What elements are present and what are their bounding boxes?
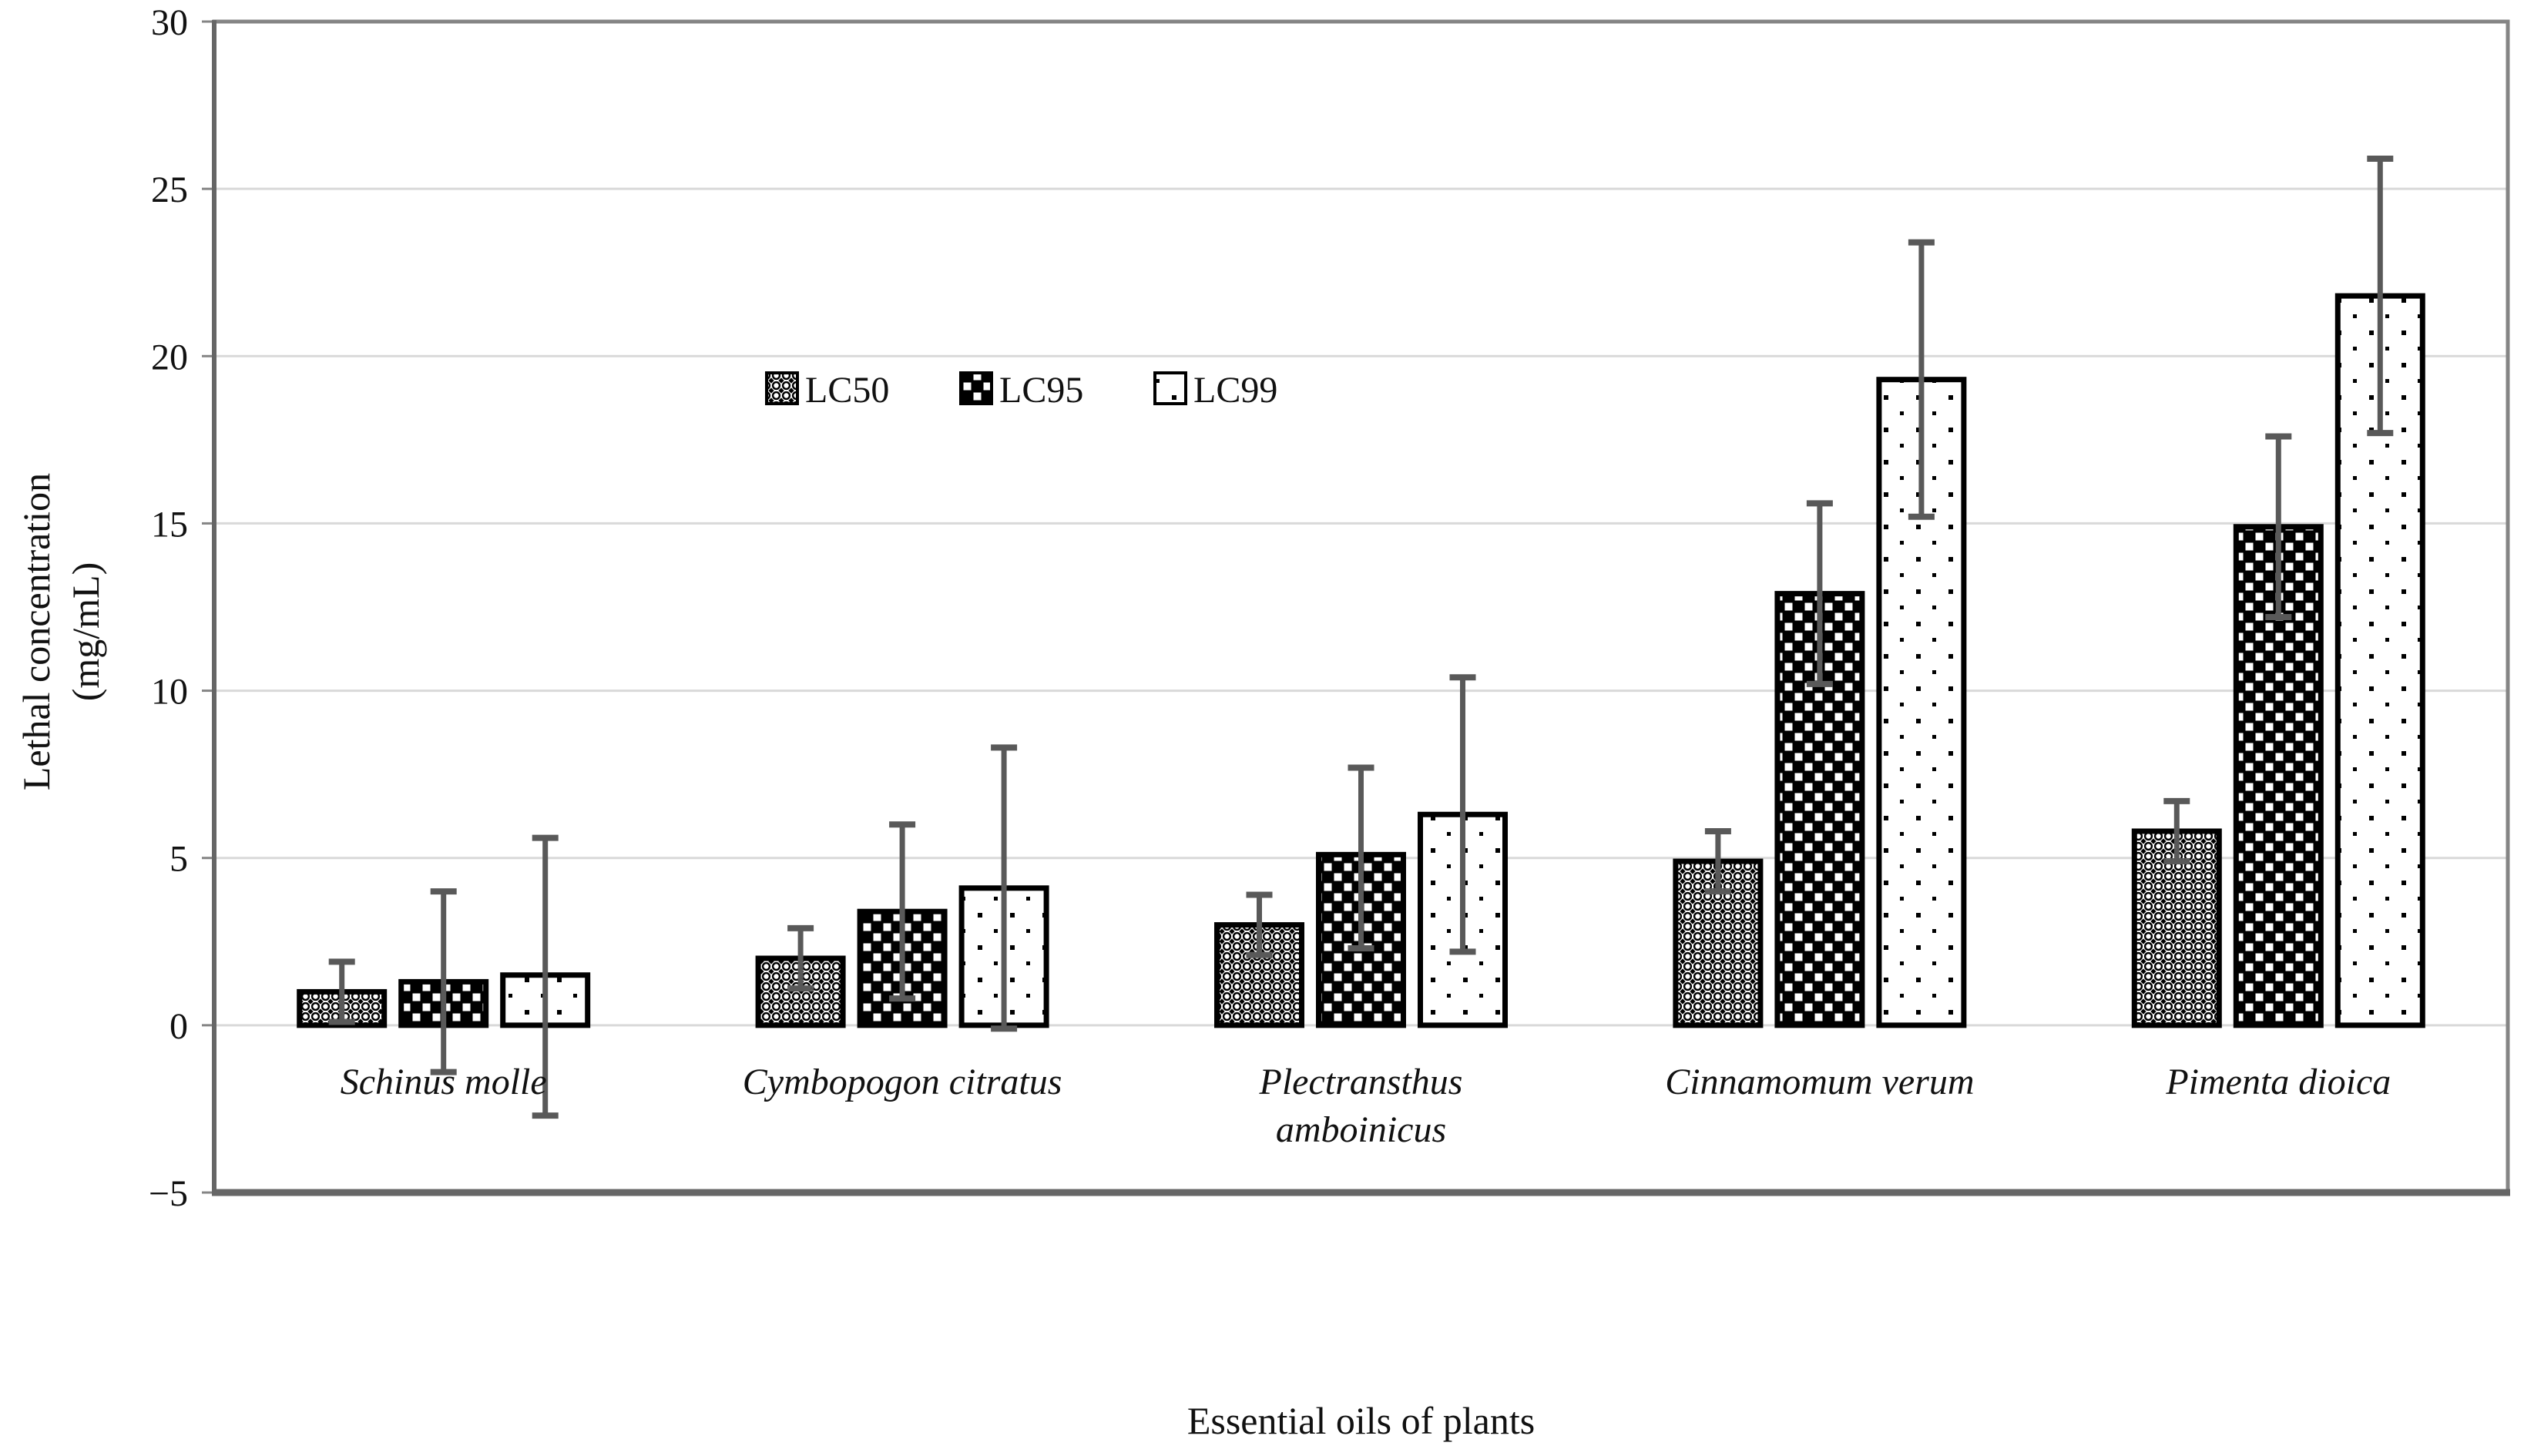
- y-tick-label: 0: [169, 1006, 188, 1047]
- error-bar-LC50-cat1: [328, 958, 355, 1025]
- gridlines-layer: [202, 20, 2508, 1194]
- category-label-4: Cinnamomum verum: [1665, 1062, 1974, 1102]
- axis-labels-layer: 30 25 20 15 10 5 0 −5 Schinus molle Cymbopogon ci…: [149, 2, 2391, 1214]
- error-bar-LC99-cat5: [2367, 156, 2394, 437]
- x-axis-title: Essential oils of plants: [1186, 1399, 1536, 1442]
- category-label-1: Schinus molle: [341, 1062, 547, 1102]
- category-label-3-line1: Plectransthus: [1259, 1062, 1463, 1102]
- category-label-5: Pimenta dioica: [2165, 1062, 2391, 1102]
- error-bar-LC95-cat2: [889, 821, 916, 1002]
- error-bar-LC99-cat4: [1908, 239, 1935, 520]
- legend-item-LC95: LC95: [959, 370, 1083, 411]
- category-label-2: Cymbopogon citratus: [743, 1062, 1062, 1102]
- legend-item-LC50: LC50: [765, 370, 889, 411]
- legend-swatch-LC95: [959, 371, 993, 405]
- error-bar-LC95-cat4: [1806, 500, 1833, 687]
- error-bar-LC50-cat2: [787, 924, 814, 992]
- bar-LC50-cat5: [2131, 828, 2222, 1028]
- y-tick-label: 5: [169, 839, 188, 880]
- error-bar-LC50-cat3: [1246, 891, 1273, 958]
- y-tick-label: 25: [151, 169, 188, 210]
- legend-swatch-LC50: [765, 371, 799, 405]
- y-axis-title: Lethal concentration (mg/mL): [12, 285, 112, 978]
- error-bar-LC50-cat4: [1704, 827, 1731, 895]
- error-bar-LC99-cat3: [1449, 674, 1476, 955]
- plot-frame-layer: [212, 19, 2510, 1196]
- bar-LC95-cat4: [1774, 591, 1865, 1028]
- error-bar-LC95-cat3: [1348, 764, 1374, 951]
- error-bar-LC95-cat5: [2265, 433, 2292, 621]
- error-bar-LC99-cat2: [991, 744, 1018, 1032]
- error-bar-LC95-cat1: [430, 888, 457, 1075]
- error-bars-layer: [328, 156, 2394, 1119]
- y-tick-label: 30: [151, 2, 188, 43]
- legend-label-LC50: LC50: [805, 370, 889, 411]
- error-bar-LC50-cat5: [2163, 797, 2190, 865]
- legend-label-LC95: LC95: [999, 370, 1083, 411]
- y-tick-label: −5: [149, 1173, 188, 1214]
- y-tick-label: 15: [151, 504, 188, 545]
- legend-label-LC99: LC99: [1193, 370, 1277, 411]
- y-axis-title-line1: Lethal concentration: [15, 472, 58, 791]
- y-tick-label: 20: [151, 337, 188, 377]
- y-tick-label: 10: [151, 672, 188, 713]
- category-label-3-line2: amboinicus: [1276, 1109, 1446, 1150]
- y-axis-title-line2: (mg/mL): [64, 562, 107, 702]
- legend-item-LC99: LC99: [1153, 370, 1277, 411]
- legend: LC50 LC95 LC99: [765, 370, 1277, 411]
- legend-swatch-LC99: [1153, 371, 1187, 405]
- error-bar-LC99-cat1: [532, 834, 559, 1119]
